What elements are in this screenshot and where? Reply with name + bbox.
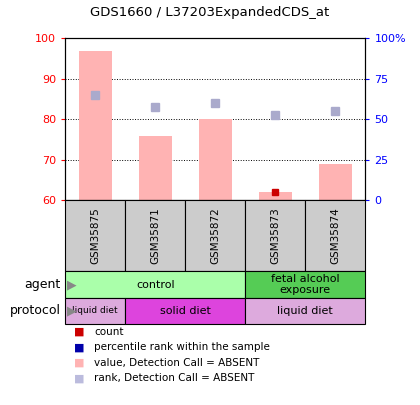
Text: GSM35874: GSM35874 xyxy=(331,207,340,264)
Bar xyxy=(259,192,292,200)
Text: liquid diet: liquid diet xyxy=(72,306,118,315)
Text: ■: ■ xyxy=(74,358,84,368)
Bar xyxy=(139,136,172,200)
Bar xyxy=(245,298,365,324)
Text: GSM35871: GSM35871 xyxy=(150,207,160,264)
Text: ▶: ▶ xyxy=(67,278,77,291)
Bar xyxy=(125,200,185,271)
Text: fetal alcohol
exposure: fetal alcohol exposure xyxy=(271,274,340,295)
Text: liquid diet: liquid diet xyxy=(278,306,333,316)
Bar xyxy=(185,200,245,271)
Text: rank, Detection Call = ABSENT: rank, Detection Call = ABSENT xyxy=(94,373,255,383)
Bar xyxy=(245,271,365,298)
Bar xyxy=(305,200,365,271)
Text: protocol: protocol xyxy=(10,304,61,318)
Text: percentile rank within the sample: percentile rank within the sample xyxy=(94,343,270,352)
Text: GSM35872: GSM35872 xyxy=(210,207,220,264)
Bar xyxy=(65,271,245,298)
Text: solid diet: solid diet xyxy=(160,306,211,316)
Bar xyxy=(65,298,125,324)
Text: ■: ■ xyxy=(74,343,84,352)
Text: GSM35875: GSM35875 xyxy=(90,207,100,264)
Text: value, Detection Call = ABSENT: value, Detection Call = ABSENT xyxy=(94,358,260,368)
Bar xyxy=(199,119,232,200)
Text: count: count xyxy=(94,327,124,337)
Bar xyxy=(319,164,352,200)
Text: ■: ■ xyxy=(74,373,84,383)
Text: agent: agent xyxy=(25,278,61,291)
Bar xyxy=(125,298,245,324)
Text: GDS1660 / L37203ExpandedCDS_at: GDS1660 / L37203ExpandedCDS_at xyxy=(90,6,330,19)
Text: ■: ■ xyxy=(74,327,84,337)
Bar xyxy=(79,51,112,200)
Text: ▶: ▶ xyxy=(67,304,77,318)
Text: control: control xyxy=(136,279,174,290)
Bar xyxy=(65,200,125,271)
Text: GSM35873: GSM35873 xyxy=(270,207,280,264)
Bar xyxy=(245,200,305,271)
